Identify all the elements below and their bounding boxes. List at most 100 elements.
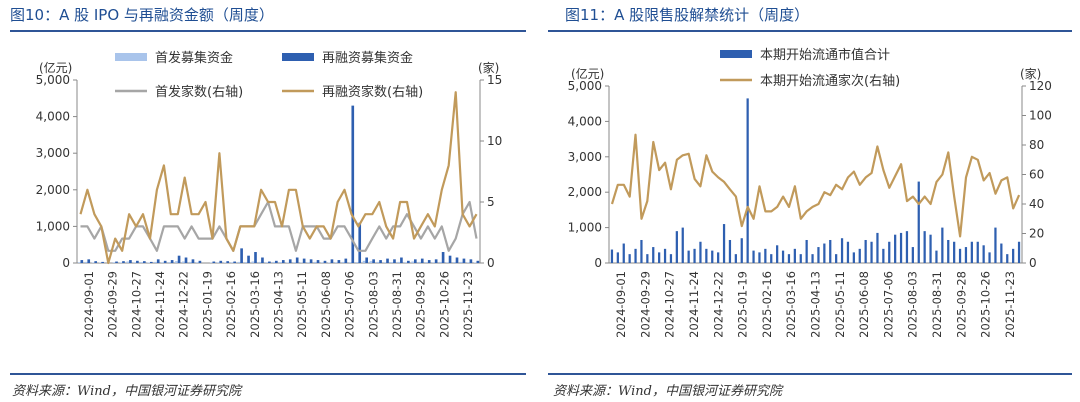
left-bar-1-10 <box>149 261 153 263</box>
right-bar-0-31 <box>793 248 796 263</box>
right-bar-0-11 <box>675 231 678 263</box>
left-left-unit: (亿元) <box>39 60 72 75</box>
right-bar-0-15 <box>699 241 702 263</box>
left-bar-0-53 <box>446 262 449 263</box>
left-bar-1-56 <box>469 259 473 263</box>
right-bar-0-12 <box>681 227 684 263</box>
right-x-tick-label: 2024-09-01 <box>614 271 628 338</box>
right-right-tick-label: 60 <box>1029 168 1044 182</box>
left-source-rule <box>10 373 526 375</box>
left-bar-0-1 <box>84 261 88 263</box>
left-bar-0-52 <box>439 261 442 263</box>
right-bar-0-4 <box>634 248 637 263</box>
right-x-tick-label: 2025-08-31 <box>930 271 944 338</box>
left-bar-0-35 <box>321 262 324 263</box>
right-bar-0-14 <box>693 248 696 263</box>
right-bar-0-68 <box>1012 248 1015 263</box>
right-bar-0-52 <box>917 181 920 263</box>
left-bar-1-49 <box>420 258 424 263</box>
left-bar-1-16 <box>191 259 195 263</box>
left-bar-0-43 <box>376 261 380 263</box>
right-x-tick-label: 2025-04-13 <box>809 271 823 338</box>
left-bar-0-29 <box>279 262 282 263</box>
right-bar-0-8 <box>658 252 661 263</box>
right-bar-0-57 <box>947 239 950 263</box>
left-bar-1-15 <box>184 257 188 263</box>
left-bar-0-57 <box>473 262 477 263</box>
right-bar-0-37 <box>829 239 832 263</box>
left-bar-0-21 <box>223 262 227 263</box>
left-bar-1-48 <box>413 259 417 263</box>
left-bar-0-39 <box>348 262 352 263</box>
left-bar-1-8 <box>136 260 139 263</box>
right-left-tick-label: 5,000 <box>568 79 602 93</box>
left-bar-1-21 <box>226 261 230 263</box>
left-x-tick-label: 2025-07-06 <box>343 271 357 338</box>
left-x-tick-label: 2024-09-01 <box>82 271 96 338</box>
left-bar-1-57 <box>476 260 480 263</box>
right-legend-swatch-0 <box>720 50 752 58</box>
left-bar-1-33 <box>309 259 313 263</box>
left-bar-0-16 <box>189 261 192 263</box>
right-x-tick-label: 2025-05-11 <box>833 271 847 338</box>
right-bar-0-0 <box>610 249 614 263</box>
right-bar-0-21 <box>734 254 737 263</box>
left-x-tick-label: 2024-12-22 <box>177 271 191 338</box>
right-bar-0-40 <box>846 241 850 263</box>
left-left-tick-label: 0 <box>62 256 70 270</box>
left-bar-1-0 <box>80 260 84 263</box>
left-bar-0-11 <box>154 261 157 263</box>
left-bar-0-17 <box>195 262 199 263</box>
left-bar-1-47 <box>407 260 410 263</box>
right-bar-0-41 <box>852 252 855 263</box>
right-legend-label-0: 本期开始流通市值合计 <box>760 47 890 63</box>
right-bar-0-51 <box>911 247 914 263</box>
right-x-tick-label: 2025-07-06 <box>881 271 895 338</box>
right-left-tick-label: 0 <box>594 256 602 270</box>
left-bar-1-31 <box>295 257 299 263</box>
left-x-tick-label: 2024-11-24 <box>153 271 167 338</box>
left-bar-1-23 <box>240 248 243 263</box>
left-bar-1-52 <box>441 252 445 263</box>
right-bar-0-58 <box>953 241 956 263</box>
right-bar-0-25 <box>758 252 761 263</box>
left-legend-label-1: 再融资募集资金 <box>322 50 413 66</box>
left-x-tick-label: 2025-11-23 <box>461 271 475 338</box>
right-bar-0-39 <box>840 238 844 263</box>
left-bar-1-19 <box>212 261 216 263</box>
left-source-note: 资料来源：Wind，中国银河证券研究院 <box>12 384 241 399</box>
left-line-2 <box>80 200 478 252</box>
left-bar-0-42 <box>369 261 373 263</box>
left-x-tick-label: 2025-10-26 <box>437 271 451 338</box>
left-bar-0-37 <box>334 262 338 263</box>
right-right-tick-label: 120 <box>1029 79 1052 93</box>
left-right-tick-label: 5 <box>487 195 495 209</box>
left-bar-1-11 <box>156 259 160 263</box>
right-bar-0-43 <box>864 239 867 263</box>
left-bar-1-50 <box>427 260 431 263</box>
right-right-unit: (家) <box>1020 66 1041 81</box>
left-right-tick-label: 15 <box>487 73 502 87</box>
right-bar-0-34 <box>811 254 814 263</box>
left-bar-0-13 <box>168 262 171 263</box>
right-bar-0-66 <box>1000 243 1003 263</box>
left-bar-0-44 <box>383 262 387 263</box>
right-bar-0-54 <box>929 234 932 263</box>
left-bar-0-23 <box>237 261 241 263</box>
left-bar-0-38 <box>341 261 345 263</box>
right-legend-label-1: 本期开始流通家次(右轴) <box>760 73 900 89</box>
left-line-3 <box>79 91 478 265</box>
left-bar-0-27 <box>265 262 269 263</box>
right-bar-0-56 <box>941 227 944 263</box>
right-bar-0-9 <box>663 248 667 263</box>
right-bar-0-46 <box>882 248 885 263</box>
right-bar-0-55 <box>935 250 938 263</box>
right-bar-0-64 <box>988 252 991 263</box>
right-bar-0-33 <box>805 239 808 263</box>
right-bar-0-23 <box>746 98 749 263</box>
right-left-tick-label: 3,000 <box>568 150 602 164</box>
left-legend-swatch-1 <box>282 53 314 61</box>
left-bar-1-54 <box>455 257 459 263</box>
left-legend-label-2: 首发家数(右轴) <box>155 84 243 100</box>
left-bar-1-44 <box>386 258 389 263</box>
